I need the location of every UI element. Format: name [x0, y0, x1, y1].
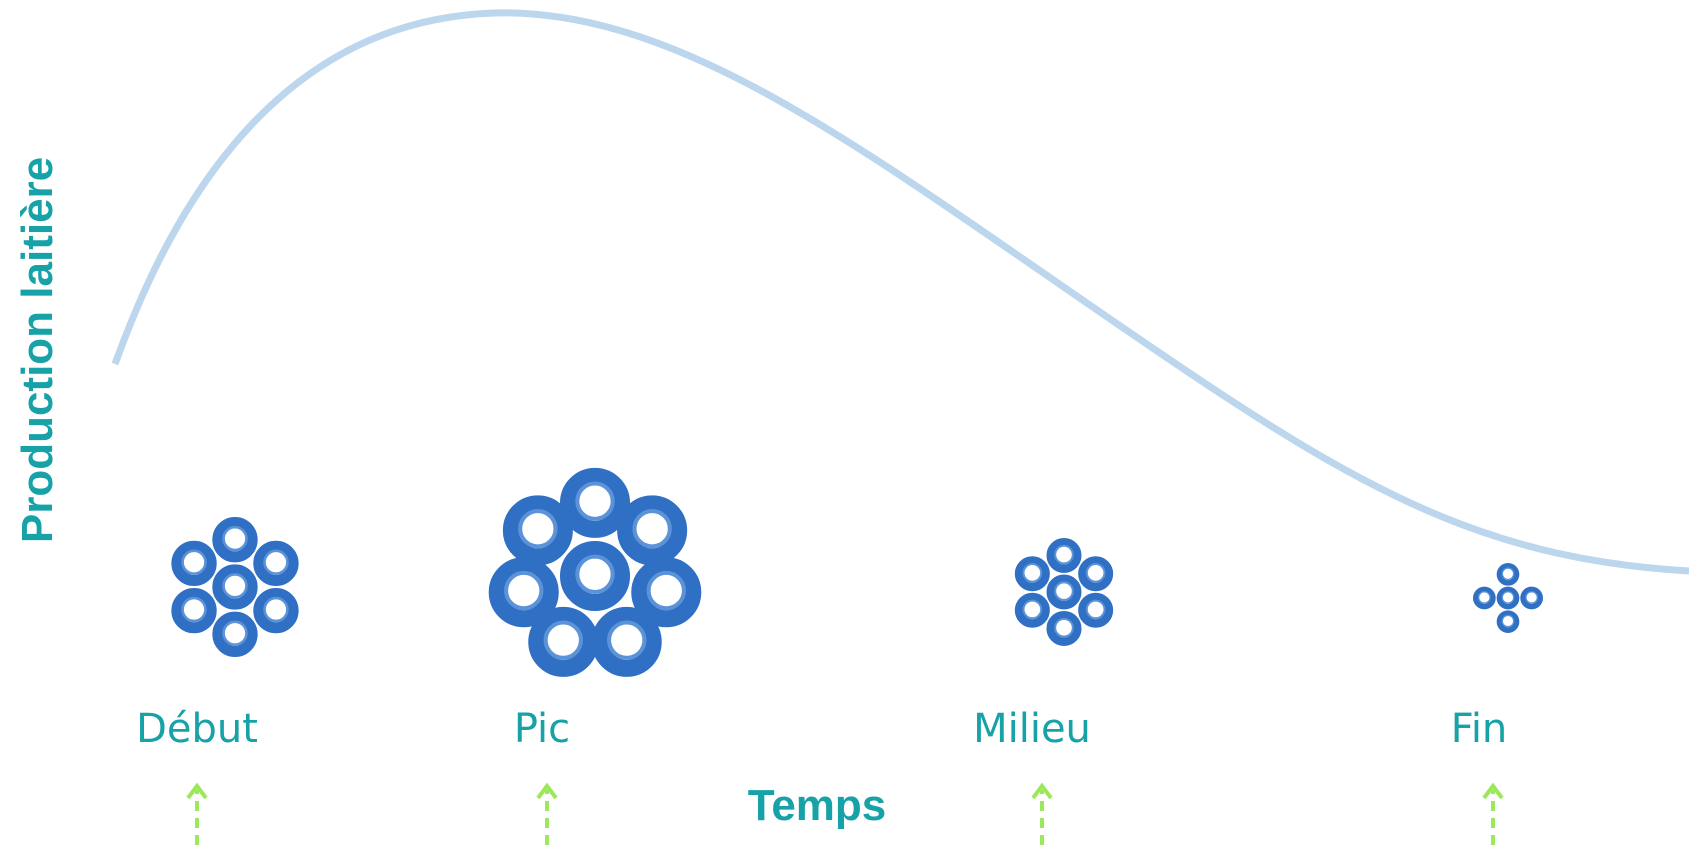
alveolus — [591, 606, 662, 677]
alveolus-lumen — [181, 549, 207, 576]
alveolus — [171, 587, 217, 634]
alveolus — [1046, 611, 1082, 647]
alveolus-lumen — [1054, 617, 1074, 638]
alveolus-lumen — [1022, 599, 1043, 620]
alveolus — [528, 606, 599, 677]
alveolus — [631, 557, 702, 628]
alveolus-lumen — [1085, 599, 1106, 620]
alveolus-lumen — [1054, 581, 1074, 602]
alveolus-lumen — [575, 554, 615, 595]
alveolus — [212, 611, 258, 657]
alveolus — [212, 517, 258, 563]
alveolus-lumen — [1501, 614, 1515, 628]
alveolus-lumen — [543, 620, 584, 660]
alveolus — [1014, 592, 1050, 628]
alveolus — [1046, 574, 1082, 610]
alveolus-lumen — [1054, 544, 1074, 565]
stage-label: Début — [136, 706, 258, 752]
alveolus — [1496, 563, 1520, 586]
alveolus-lumen — [1477, 591, 1491, 604]
stage-label: Pic — [514, 706, 570, 752]
arrow-head — [186, 782, 208, 800]
alveolus-lumen — [575, 481, 615, 521]
alveolus — [502, 495, 573, 566]
arrow-head — [1031, 782, 1053, 800]
y-axis-label: Production laitière — [13, 157, 62, 543]
alveolus — [1496, 586, 1520, 610]
alveolus-lumen — [181, 596, 207, 623]
alveolus — [1078, 592, 1114, 628]
alveolus — [171, 540, 217, 587]
alveolus — [1078, 556, 1114, 592]
alveolus-lumen — [518, 509, 558, 549]
arrow-head — [536, 782, 558, 800]
alveolus-lumen — [263, 596, 289, 623]
alveolus — [559, 467, 631, 538]
lactation-curve — [111, 9, 1689, 575]
alveolus-lumen — [632, 509, 672, 549]
alveolus-lumen — [1022, 563, 1043, 583]
alveolus — [488, 557, 559, 628]
alveolus-lumen — [646, 570, 686, 611]
alveolus-lumen — [1501, 591, 1515, 604]
alveolus-lumen — [222, 573, 248, 599]
alveolus — [1473, 586, 1496, 610]
stage-label: Milieu — [973, 706, 1091, 752]
alveolus — [559, 540, 631, 612]
alveolus — [1046, 537, 1082, 573]
alveolus-lumen — [222, 620, 248, 646]
alveolus-lumen — [263, 549, 289, 576]
stage-label: Fin — [1451, 706, 1508, 752]
alveolus — [1520, 586, 1543, 610]
alveolus-lumen — [1501, 567, 1515, 581]
alveolus-lumen — [1085, 563, 1106, 583]
arrow-head — [1482, 782, 1504, 800]
alveolus-lumen — [504, 570, 544, 611]
alveolus — [253, 587, 299, 634]
alveolus — [1014, 556, 1050, 592]
alveolus — [253, 540, 299, 587]
alveolus — [1496, 610, 1520, 633]
alveolus — [617, 495, 688, 566]
x-axis-label: Temps — [748, 781, 887, 830]
alveolus — [212, 564, 258, 610]
alveolus-lumen — [1525, 591, 1539, 604]
alveolus-lumen — [222, 525, 248, 552]
alveolus-lumen — [606, 620, 647, 660]
